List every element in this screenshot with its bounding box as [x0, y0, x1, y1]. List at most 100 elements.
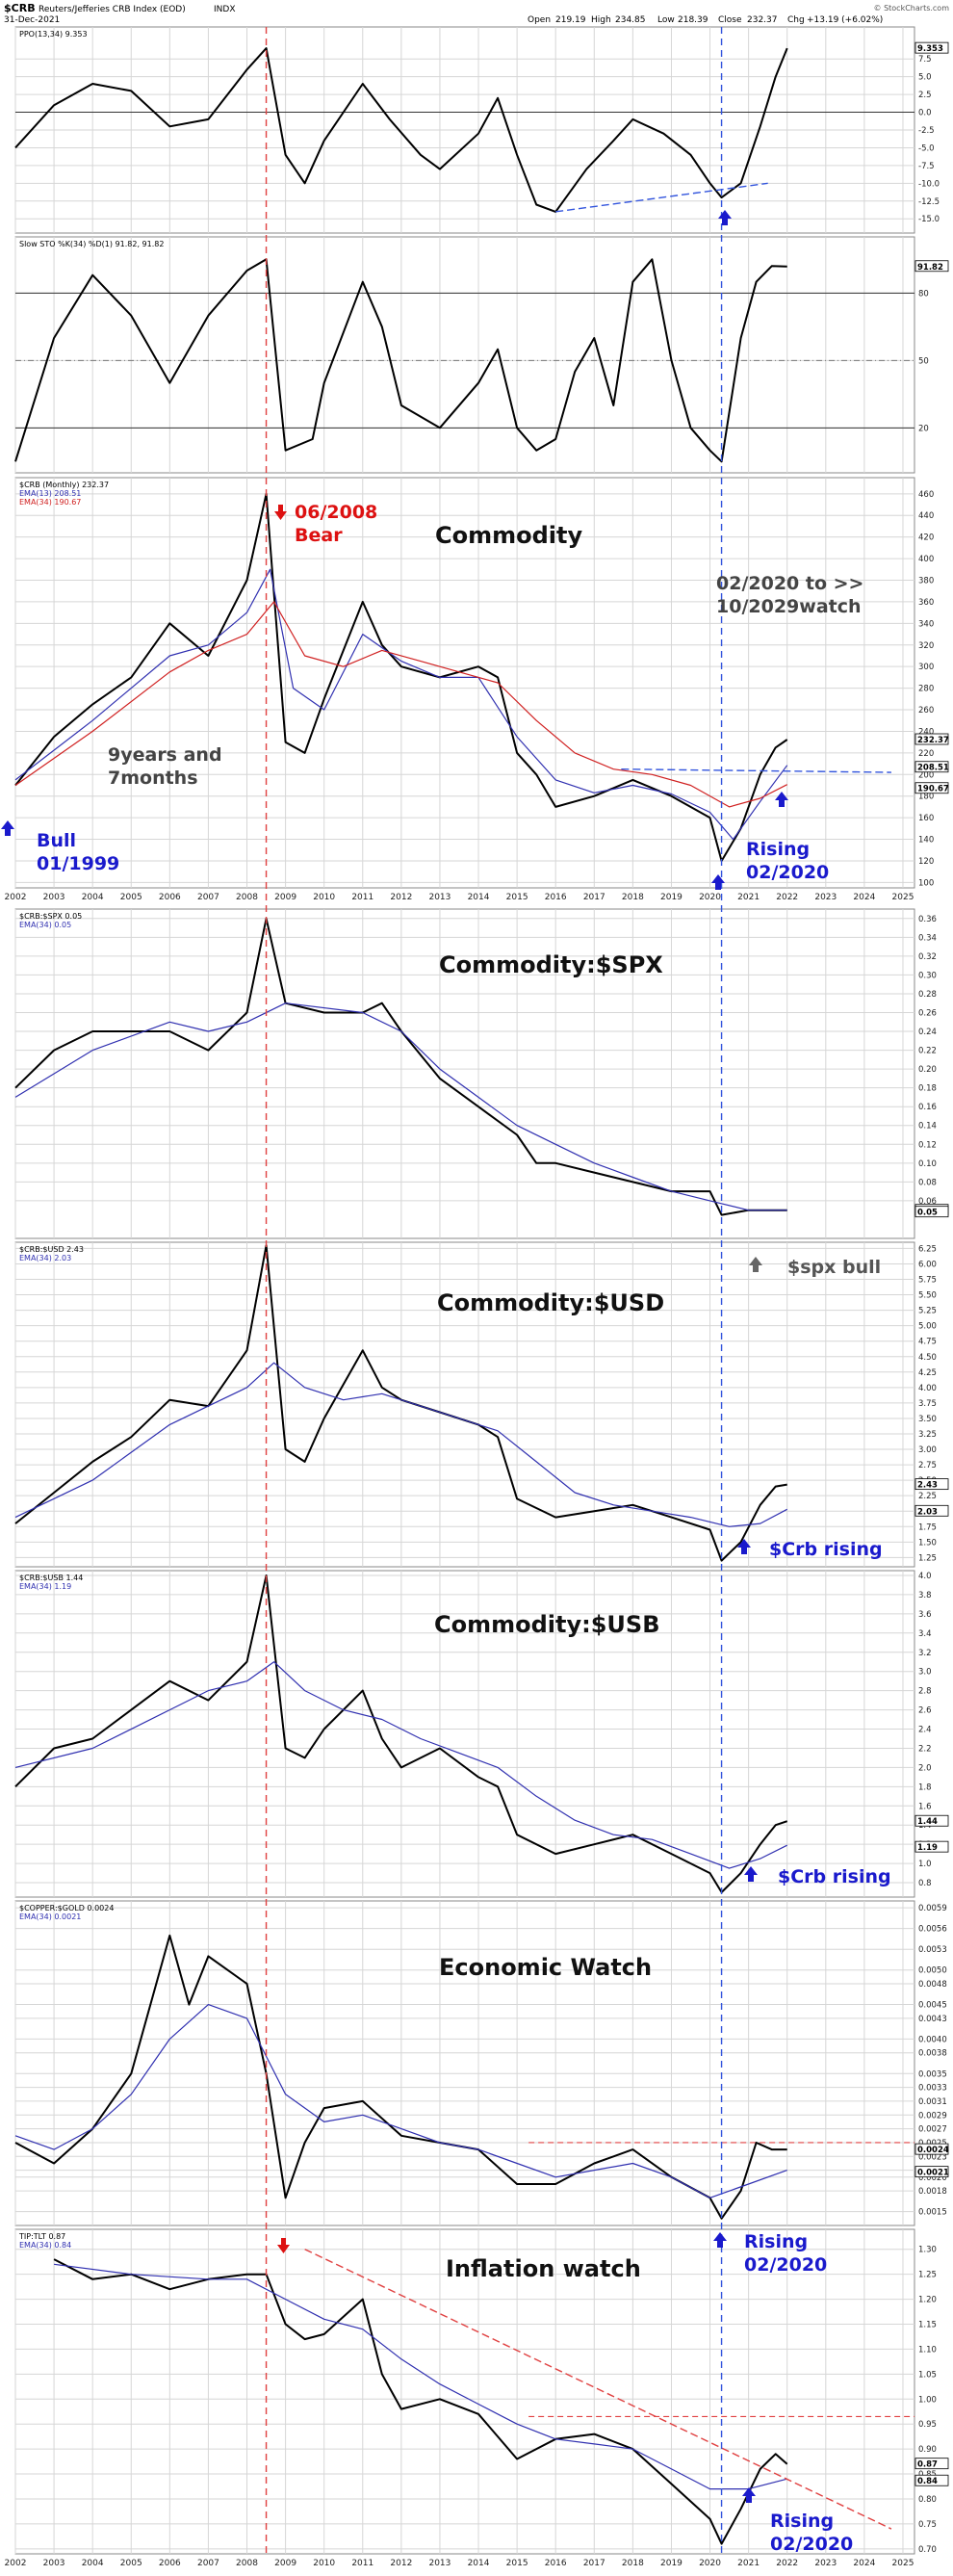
legend-entry: EMA(34) 1.19 — [19, 1582, 71, 1591]
x-tick-label: 2017 — [583, 2559, 605, 2568]
y-tick-label: 0.0018 — [918, 2187, 947, 2197]
y-tick-label: 2.75 — [918, 1461, 937, 1470]
y-tick-label: 0.0038 — [918, 2049, 947, 2059]
arrow-up-icon — [711, 874, 725, 890]
y-tick-label: 1.30 — [918, 2246, 937, 2255]
y-tick-label: 220 — [918, 749, 934, 759]
last-value-box — [914, 41, 949, 54]
y-tick-label: 0.18 — [918, 1084, 937, 1094]
y-tick-label: 240 — [918, 727, 934, 737]
y-tick-label: 3.4 — [918, 1629, 932, 1639]
annotation-rising-crb-1: Rising — [746, 839, 810, 860]
y-tick-label: 260 — [918, 706, 934, 716]
event-lines — [265, 27, 723, 2554]
x-tick-label: 2013 — [428, 893, 451, 902]
y-tick-label: 0.0027 — [918, 2125, 947, 2135]
y-tick-label: 3.2 — [918, 1649, 932, 1658]
y-tick-label: 0.22 — [918, 1047, 937, 1056]
arrow-up-icon — [742, 2487, 756, 2503]
y-tick-label: 2.8 — [918, 1687, 932, 1697]
y-tick-label: 4.00 — [918, 1384, 937, 1393]
legend-entry: $CRB:$SPX 0.05 — [19, 912, 82, 921]
y-tick-label: 0.0035 — [918, 2069, 947, 2079]
last-value-box — [914, 782, 949, 794]
watermark: © StockCharts.com — [874, 4, 950, 13]
x-tick-label: 2004 — [82, 893, 104, 902]
series-line-ema-34- — [14, 1661, 787, 1869]
x-tick-label: 2025 — [892, 2559, 914, 2568]
y-tick-label: 0.26 — [918, 1008, 937, 1018]
annotation-infl-rising-1: Rising — [770, 2511, 834, 2532]
arrow-up-icon — [744, 1866, 758, 1882]
last-value-label: 0.87 — [917, 2460, 938, 2470]
y-tick-label: 0.0029 — [918, 2111, 947, 2121]
x-tick-label: 2015 — [506, 893, 528, 902]
panel-crb_spx: 0.36 0.34 0.32 0.30 0.28 0.26 0.24 0.22 0.20 0.18… — [14, 908, 949, 1239]
x-tick-label: 2010 — [313, 2559, 335, 2568]
y-tick-label: 0.0020 — [918, 2173, 947, 2183]
x-tick-label: 2022 — [776, 2559, 798, 2568]
y-tick-label: 160 — [918, 814, 934, 823]
y-tick-label: 1.15 — [918, 2321, 937, 2330]
y-tick-label: 280 — [918, 685, 934, 694]
x-tick-label: 2021 — [737, 893, 760, 902]
x-tick-label: 2006 — [159, 2559, 181, 2568]
last-value-label: 2.43 — [917, 1481, 938, 1491]
y-tick-label: 440 — [918, 511, 934, 521]
y-tick-label: 0.0056 — [918, 1925, 947, 1935]
annotation-watch-2: 10/2029watch — [716, 596, 862, 617]
panel-title: Commodity:$USB — [434, 1611, 660, 1638]
y-tick-label: -7.5 — [918, 162, 935, 171]
arrow-up-icon — [1, 820, 14, 836]
y-tick-label: 1.10 — [918, 2345, 937, 2355]
x-tick-label: 2024 — [853, 2559, 875, 2568]
legend-entry: TIP:TLT 0.87 — [18, 2232, 65, 2241]
y-tick-label: 460 — [918, 490, 934, 500]
arrow-up-icon — [737, 1539, 751, 1554]
legend-entry: Slow STO %K(34) %D(1) 91.82, 91.82 — [19, 240, 164, 248]
series-line-ema-34- — [14, 1002, 787, 1211]
y-tick-label: 5.25 — [918, 1307, 937, 1316]
x-tick-label: 2013 — [428, 2559, 451, 2568]
last-value-label: 2.03 — [917, 1507, 938, 1517]
panel-tip_tlt: 1.301.251.201.151.101.051.000.950.900.85… — [14, 2228, 949, 2555]
y-tick-label: 0.20 — [918, 1065, 937, 1075]
y-tick-label: 0.80 — [918, 2495, 937, 2505]
last-value-box — [914, 1840, 949, 1853]
y-tick-label: 0.0048 — [918, 1980, 947, 1990]
x-tick-label: 2014 — [468, 893, 490, 902]
last-value-box — [914, 2458, 949, 2470]
y-tick-label: 0.30 — [918, 971, 937, 980]
y-tick-label: 0.16 — [918, 1103, 937, 1112]
panel-crb: 460 440 420 400 380 360 340 320 300 280 260 240 220 2… — [14, 477, 949, 889]
panel-crb_usb: 4.0 3.8 3.6 3.4 3.2 3.0 2.8 2.6 2.4 2.2 2.0 1.8 1.6 1… — [14, 1570, 949, 1898]
legend-entry: EMA(34) 190.67 — [19, 498, 81, 507]
panel-frame — [14, 908, 915, 1239]
y-tick-label: 0.32 — [918, 952, 937, 962]
x-tick-label: 2012 — [390, 893, 412, 902]
x-tick-label: 2018 — [622, 893, 644, 902]
y-tick-label: 3.6 — [918, 1610, 932, 1620]
x-tick-label: 2023 — [814, 2559, 837, 2568]
y-tick-label: 4.75 — [918, 1338, 937, 1347]
panel-sto: 80 50 20 Slow STO %K(34) %D(1) 91.82, 91.82… — [14, 236, 949, 474]
y-tick-label: 0.75 — [918, 2520, 937, 2530]
annotation-usb-rising: $Crb rising — [778, 1866, 891, 1887]
y-tick-label: 1.00 — [918, 2395, 937, 2405]
annotation-bull-label: Bull — [37, 830, 76, 851]
y-tick-label: 0.0043 — [918, 2015, 947, 2024]
series-line-ema-34- — [14, 1362, 787, 1527]
last-value-box — [914, 1504, 949, 1517]
y-tick-label: 0.8 — [918, 1879, 932, 1888]
last-value-label: 9.353 — [917, 44, 943, 54]
annotations: 06/2008 Bear Bull 01/1999 9years and 7mo… — [1, 210, 891, 2555]
y-tick-label: 0.0 — [918, 109, 932, 118]
y-tick-label: 6.25 — [918, 1244, 937, 1254]
y-tick-label: 3.25 — [918, 1430, 937, 1440]
y-tick-label: 180 — [918, 793, 934, 802]
x-tick-label: 2024 — [853, 893, 875, 902]
y-tick-label: 0.0059 — [918, 1904, 947, 1913]
legend-entry: $CRB:$USB 1.44 — [19, 1574, 83, 1582]
x-tick-label: 2014 — [468, 2559, 490, 2568]
